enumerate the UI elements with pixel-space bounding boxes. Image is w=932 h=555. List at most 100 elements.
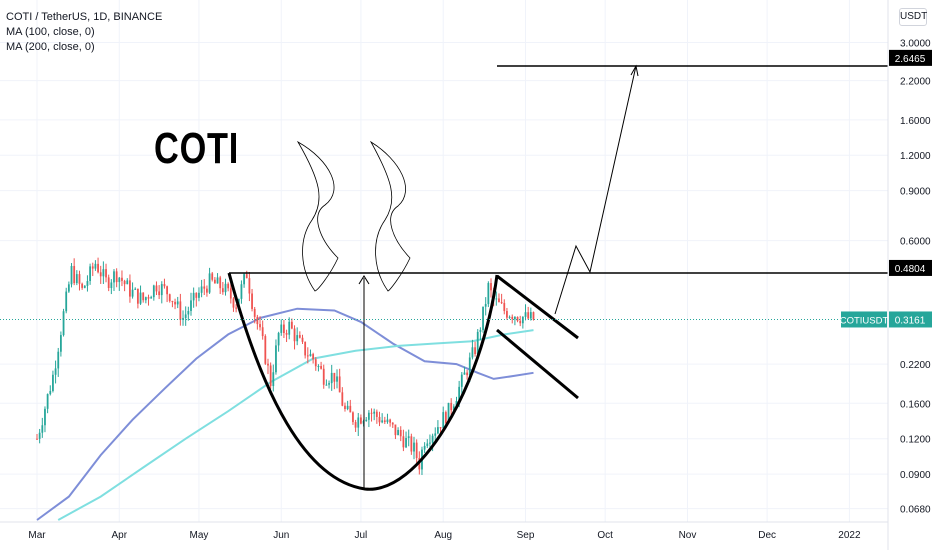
annotation-title: COTI — [154, 124, 240, 173]
ma100-line — [36, 307, 534, 521]
ma200-legend: MA (200, close, 0) — [6, 41, 95, 53]
candle-body — [370, 412, 373, 414]
candle-body — [314, 359, 317, 367]
candle-body — [452, 406, 455, 411]
candle-body — [466, 372, 469, 376]
candle-body — [450, 402, 453, 411]
candle-body — [261, 327, 264, 337]
candle-body — [121, 277, 123, 281]
candle-body — [519, 320, 522, 324]
candle-body — [129, 280, 131, 297]
chart-legend: COTI / TetherUS, 1D, BINANCE MA (100, cl… — [6, 10, 162, 55]
candle-body — [296, 335, 299, 342]
candle-body — [184, 314, 187, 318]
candle-body — [272, 372, 275, 387]
y-tick-label: 2.2000 — [900, 77, 931, 88]
candle-body — [229, 288, 232, 299]
candle-body — [290, 321, 293, 329]
candle-body — [383, 420, 386, 423]
currency-button[interactable]: USDT — [899, 8, 927, 26]
candle-body — [367, 412, 370, 420]
candle-body — [283, 324, 285, 334]
candle-body — [221, 288, 224, 293]
symbol-tag — [841, 311, 887, 328]
candle-body — [506, 311, 508, 318]
candle-body — [62, 311, 65, 336]
candle-body — [399, 429, 402, 437]
candle-body — [36, 438, 38, 440]
candle-body — [476, 331, 479, 355]
candle-body — [301, 337, 304, 342]
candle-body — [227, 283, 230, 289]
level-tag — [889, 259, 932, 276]
candle-body — [402, 436, 405, 448]
candle-body — [195, 292, 198, 298]
candle-body — [67, 284, 70, 292]
candle-body — [219, 277, 222, 289]
candle-body — [166, 286, 168, 295]
candle-body — [298, 335, 301, 338]
y-tick-label: 0.1600 — [900, 399, 931, 410]
candle-body — [426, 443, 429, 446]
candle-body — [468, 357, 471, 376]
candle-body — [126, 280, 129, 285]
candle-body — [44, 408, 46, 426]
x-tick-label: Mar — [28, 530, 46, 541]
candle-body — [495, 298, 498, 300]
candle-body — [86, 281, 89, 286]
handle-lower-line — [496, 328, 579, 400]
candle-body — [216, 277, 219, 284]
candle-body — [407, 436, 410, 438]
cup-curve — [227, 272, 499, 491]
candle-body — [59, 335, 62, 352]
candle-body — [57, 351, 60, 369]
candle-body — [203, 286, 206, 289]
candle-body — [198, 292, 200, 298]
candle-body — [479, 329, 482, 332]
candle-body — [123, 280, 126, 285]
moving-averages — [36, 307, 534, 521]
candle-body — [187, 310, 190, 315]
candle-body — [81, 283, 84, 288]
candle-body — [285, 333, 288, 335]
candle-body — [73, 266, 76, 284]
candle-body — [447, 402, 450, 424]
candle-body — [275, 345, 277, 373]
y-tick-label: 1.2000 — [900, 151, 931, 162]
candle-body — [500, 302, 503, 304]
candle-body — [248, 278, 251, 294]
steam-left — [296, 140, 339, 292]
candle-body — [357, 417, 360, 428]
candle-body — [251, 293, 253, 309]
candle-body — [389, 419, 392, 423]
candle-body — [152, 285, 155, 298]
candle-body — [317, 366, 320, 368]
candle-body — [158, 291, 161, 296]
candle-body — [458, 386, 461, 402]
candle-body — [89, 266, 91, 282]
candle-body — [455, 401, 458, 407]
candle-body — [498, 298, 500, 303]
candle-body — [487, 283, 490, 305]
candle-body — [442, 412, 445, 429]
candle-body — [474, 347, 476, 355]
candle-body — [91, 266, 94, 269]
candle-body — [378, 416, 381, 423]
candle-body — [471, 347, 474, 358]
candle-body — [293, 328, 296, 342]
candle-body — [192, 292, 195, 301]
candle-body — [373, 411, 376, 414]
y-tick-label: 0.1200 — [900, 435, 931, 446]
last-price-tag — [889, 311, 932, 328]
candle-body — [267, 363, 269, 366]
y-tick-label: 0.2200 — [900, 360, 931, 371]
candle-body — [179, 301, 182, 320]
candle-body — [306, 355, 309, 357]
candle-body — [354, 422, 357, 428]
candle-body — [423, 445, 426, 450]
ma200-line — [57, 329, 534, 521]
x-tick-label: Nov — [679, 530, 697, 541]
